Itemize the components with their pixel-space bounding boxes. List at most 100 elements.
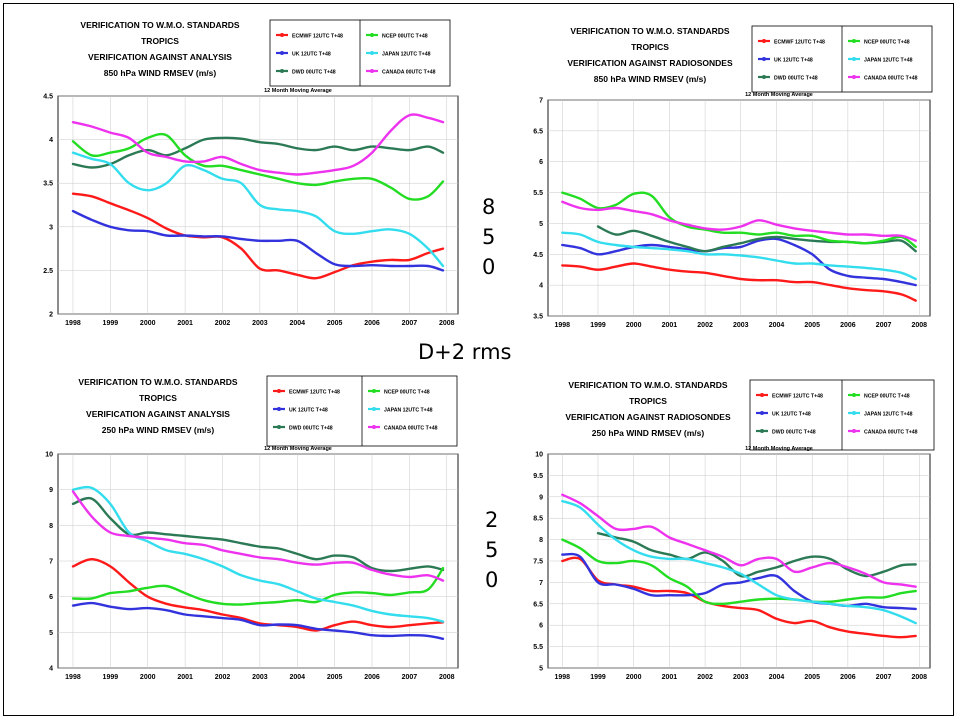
chart-title-line: 250 hPa WIND RMSEV (m/s) — [592, 428, 705, 438]
x-tick-label: 2001 — [177, 320, 193, 327]
legend-marker — [762, 75, 766, 79]
series-line — [561, 231, 917, 281]
slide-frame — [3, 3, 954, 716]
legend-marker — [852, 411, 856, 415]
x-tick-label: 2003 — [252, 320, 268, 327]
legend-entry: JAPAN 12UTC T+48 — [864, 58, 913, 64]
chart-title-line: VERIFICATION TO W.M.O. STANDARDS — [80, 20, 239, 30]
x-tick-label: 2004 — [769, 322, 785, 329]
legend-marker — [760, 429, 764, 433]
legend-entry: JAPAN 12UTC T+48 — [382, 52, 431, 58]
x-tick-label: 1998 — [65, 674, 81, 681]
chart-title-line: VERIFICATION AGAINST RADIOSONDES — [567, 58, 733, 68]
x-tick-label: 2008 — [912, 322, 928, 329]
legend-marker — [370, 69, 374, 73]
x-tick-label: 1998 — [65, 320, 81, 327]
legend-marker — [762, 57, 766, 61]
x-tick-label: 2008 — [439, 320, 455, 327]
legend-entry: UK 12UTC T+48 — [289, 408, 328, 414]
chart-title-line: VERIFICATION TO W.M.O. STANDARDS — [568, 380, 727, 390]
legend-entry: CANADA 00UTC T+48 — [864, 76, 918, 82]
chart-subtitle: 12 Month Moving Average — [264, 446, 332, 452]
legend-marker — [370, 51, 374, 55]
x-tick-label: 2008 — [439, 674, 455, 681]
legend-entry: CANADA 00UTC T+48 — [864, 430, 918, 436]
y-tick-label: 5.5 — [533, 190, 543, 197]
x-tick-label: 2002 — [697, 674, 713, 681]
series-line — [561, 200, 917, 242]
x-tick-label: 1999 — [103, 320, 119, 327]
legend-marker — [852, 39, 856, 43]
y-tick-label: 2 — [49, 312, 53, 319]
y-tick-label: 8 — [539, 537, 543, 544]
y-tick-label: 7 — [49, 559, 53, 566]
y-tick-label: 6.5 — [533, 601, 543, 608]
legend-entry: NCEP 00UTC T+48 — [384, 390, 430, 396]
legend-marker — [280, 69, 284, 73]
legend-entry: DWD 00UTC T+48 — [289, 426, 333, 432]
y-tick-label: 7 — [539, 580, 543, 587]
chart-title-line: VERIFICATION AGAINST ANALYSIS — [86, 409, 230, 419]
x-tick-label: 2005 — [804, 322, 820, 329]
chart-subtitle: 12 Month Moving Average — [745, 92, 813, 98]
x-tick-label: 2005 — [327, 320, 343, 327]
x-tick-label: 2007 — [402, 320, 418, 327]
series-line — [71, 113, 445, 176]
y-tick-label: 7 — [539, 98, 543, 105]
chart-title-line: TROPICS — [629, 396, 667, 406]
legend-marker — [280, 51, 284, 55]
chart-2: VERIFICATION TO W.M.O. STANDARDS TROPICS V… — [533, 25, 933, 329]
series-line — [71, 496, 445, 573]
series-line — [561, 262, 917, 302]
series-line — [71, 566, 445, 606]
y-tick-label: 4 — [539, 283, 543, 290]
legend-entry: UK 12UTC T+48 — [292, 52, 331, 58]
label-850-digit-1: 8 — [482, 195, 495, 219]
legend-marker — [760, 393, 764, 397]
series-line — [71, 151, 445, 268]
legend-marker — [760, 411, 764, 415]
series-line — [561, 191, 917, 249]
x-tick-label: 2002 — [215, 320, 231, 327]
legend-marker — [852, 429, 856, 433]
label-250-digit-2: 5 — [485, 538, 498, 562]
legend-entry: ECMWF 12UTC T+48 — [772, 394, 823, 400]
series-line — [71, 558, 445, 632]
x-tick-label: 1999 — [103, 674, 119, 681]
legend-marker — [372, 425, 376, 429]
legend-marker — [372, 407, 376, 411]
chart-title-line: 250 hPa WIND RMSEV (m/s) — [102, 425, 215, 435]
legend-marker — [852, 75, 856, 79]
series-line — [596, 532, 917, 578]
x-tick-label: 2000 — [626, 674, 642, 681]
legend-entry: DWD 00UTC T+48 — [772, 430, 816, 436]
x-tick-label: 1999 — [590, 322, 606, 329]
legend-entry: ECMWF 12UTC T+48 — [289, 390, 340, 396]
series-line — [71, 132, 445, 201]
y-tick-label: 3.5 — [43, 181, 53, 188]
series-line — [561, 499, 917, 625]
x-tick-label: 2003 — [733, 674, 749, 681]
series-line — [71, 136, 445, 169]
legend-entry: DWD 00UTC T+48 — [292, 70, 336, 76]
y-tick-label: 9 — [539, 494, 543, 501]
legend-marker — [280, 33, 284, 37]
x-tick-label: 2000 — [140, 674, 156, 681]
series-line — [71, 192, 445, 280]
y-tick-label: 6.5 — [533, 128, 543, 135]
y-tick-label: 5 — [539, 221, 543, 228]
x-tick-label: 1999 — [590, 674, 606, 681]
center-label: D+2 rms — [418, 340, 511, 364]
legend-marker — [852, 393, 856, 397]
legend-entry: UK 12UTC T+48 — [772, 412, 811, 418]
x-tick-label: 2007 — [876, 322, 892, 329]
chart-subtitle: 12 Month Moving Average — [745, 446, 813, 452]
series-line — [561, 237, 917, 287]
chart-title-line: 850 hPa WIND RMSEV (m/s) — [104, 68, 217, 78]
legend-entry: NCEP 00UTC T+48 — [864, 40, 910, 46]
y-tick-label: 3 — [49, 224, 53, 231]
chart-title-line: 850 hPa WIND RMSEV (m/s) — [594, 74, 707, 84]
x-tick-label: 2004 — [769, 674, 785, 681]
y-tick-label: 4 — [49, 666, 53, 673]
